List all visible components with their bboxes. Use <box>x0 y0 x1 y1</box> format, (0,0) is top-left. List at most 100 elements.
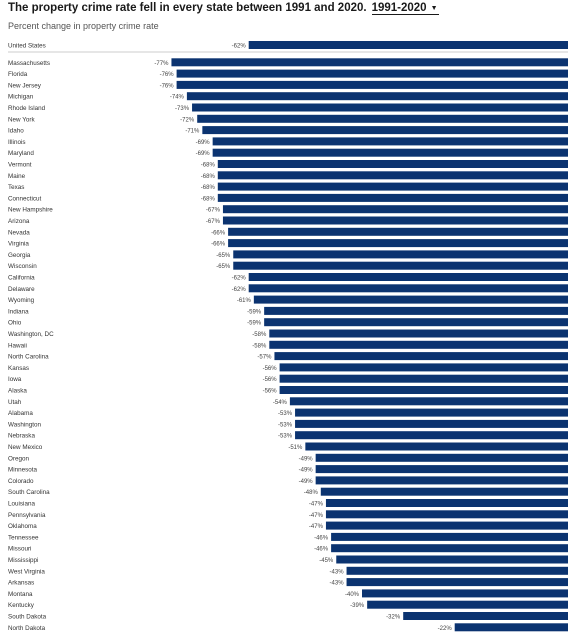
bar[interactable] <box>176 80 568 89</box>
category-label: Connecticut <box>8 195 42 202</box>
bar[interactable] <box>248 273 568 281</box>
value-label: -56% <box>263 377 278 383</box>
category-label: New Mexico <box>8 444 43 451</box>
bar[interactable] <box>233 250 568 259</box>
category-label: Michigan <box>8 94 34 101</box>
bar[interactable] <box>202 126 568 135</box>
bar-row: Minnesota -49% <box>8 465 568 474</box>
bar-row: Wisconsin -65% <box>8 261 568 270</box>
bar[interactable] <box>248 284 568 293</box>
value-label: -22% <box>438 626 453 632</box>
bar[interactable] <box>320 487 568 496</box>
bar[interactable] <box>269 340 568 349</box>
bar[interactable] <box>315 476 568 485</box>
bar-row: Iowa -56% <box>8 374 568 383</box>
value-label: -59% <box>247 321 262 327</box>
bar[interactable] <box>269 329 568 338</box>
bar[interactable] <box>217 193 569 202</box>
value-label: -56% <box>263 389 278 395</box>
value-label: -40% <box>345 592 360 598</box>
bar[interactable] <box>222 205 568 214</box>
bar[interactable] <box>346 566 568 575</box>
bar[interactable] <box>315 465 568 474</box>
bar-row: Missouri -46% <box>8 544 568 553</box>
bar[interactable] <box>253 295 568 304</box>
period-dropdown[interactable]: 1991-2020 ▼ <box>371 2 439 15</box>
bar[interactable] <box>289 397 568 406</box>
bar[interactable] <box>264 318 568 327</box>
value-label: -76% <box>160 83 175 89</box>
bar[interactable] <box>222 216 568 225</box>
bar[interactable] <box>212 148 568 157</box>
bar-row: South Dakota -32% <box>8 612 568 621</box>
category-label: Mississippi <box>8 557 38 564</box>
bar[interactable] <box>331 532 568 541</box>
bar[interactable] <box>325 499 568 507</box>
bar[interactable] <box>362 589 568 598</box>
bar[interactable] <box>228 239 568 248</box>
value-label: -43% <box>330 569 345 575</box>
bar-row: North Dakota -22% <box>8 623 568 632</box>
bar[interactable] <box>171 58 568 67</box>
bar-row: California -62% <box>8 273 568 282</box>
bar[interactable] <box>325 521 568 530</box>
bar-row: Oregon -49% <box>8 453 568 462</box>
bar-row: New Mexico -51% <box>8 442 568 451</box>
bar-row: South Carolina -48% <box>8 487 568 496</box>
bar[interactable] <box>228 227 568 236</box>
value-label: -68% <box>201 196 216 202</box>
bar[interactable] <box>305 442 568 451</box>
bar-row: Illinois -69% <box>8 137 568 146</box>
value-label: -53% <box>278 434 293 440</box>
bar[interactable] <box>295 419 568 428</box>
bar[interactable] <box>197 114 568 123</box>
category-label: Wyoming <box>8 297 35 304</box>
bar[interactable] <box>279 386 568 394</box>
value-label: -58% <box>252 332 267 338</box>
bar[interactable] <box>274 352 568 361</box>
bar-row: Mississippi -45% <box>8 555 568 564</box>
category-label: Hawaii <box>8 342 27 349</box>
bar[interactable] <box>295 431 568 440</box>
bar[interactable] <box>176 69 568 78</box>
bar[interactable] <box>264 306 568 315</box>
bar-row: Kansas -56% <box>8 363 568 372</box>
bar[interactable] <box>279 374 568 383</box>
bar[interactable] <box>403 612 568 620</box>
value-label: -62% <box>232 44 247 50</box>
bar[interactable] <box>454 623 568 632</box>
bar[interactable] <box>279 363 568 372</box>
category-label: Louisiana <box>8 501 35 508</box>
bar-row: Montana -40% <box>8 589 568 598</box>
category-label: South Carolina <box>8 489 50 496</box>
value-label: -74% <box>170 95 185 101</box>
bar[interactable] <box>336 555 568 564</box>
bar[interactable] <box>192 103 569 112</box>
bar-row: Alabama -53% <box>8 408 568 417</box>
bar[interactable] <box>217 182 569 191</box>
category-label: Iowa <box>8 376 22 383</box>
bar-row: Washington, DC -58% <box>8 329 568 338</box>
value-label: -68% <box>201 185 216 191</box>
bar[interactable] <box>331 544 568 553</box>
category-label: South Dakota <box>8 614 47 621</box>
category-label: Idaho <box>8 128 24 135</box>
bar[interactable] <box>325 510 568 519</box>
bar[interactable] <box>346 578 568 587</box>
category-label: Massachusetts <box>8 60 50 67</box>
bar[interactable] <box>217 160 569 168</box>
bar[interactable] <box>315 453 568 462</box>
bar[interactable] <box>186 92 568 101</box>
bar[interactable] <box>248 41 568 49</box>
category-label: Washington <box>8 421 42 428</box>
value-label: -77% <box>154 61 169 67</box>
category-label: Kentucky <box>8 602 35 609</box>
value-label: -62% <box>232 276 247 282</box>
bar[interactable] <box>212 137 568 146</box>
bar[interactable] <box>367 600 568 609</box>
bar-row: Kentucky -39% <box>8 600 568 609</box>
bar[interactable] <box>295 408 568 417</box>
category-label: Illinois <box>8 139 26 146</box>
bar[interactable] <box>233 261 568 270</box>
bar[interactable] <box>217 171 569 180</box>
